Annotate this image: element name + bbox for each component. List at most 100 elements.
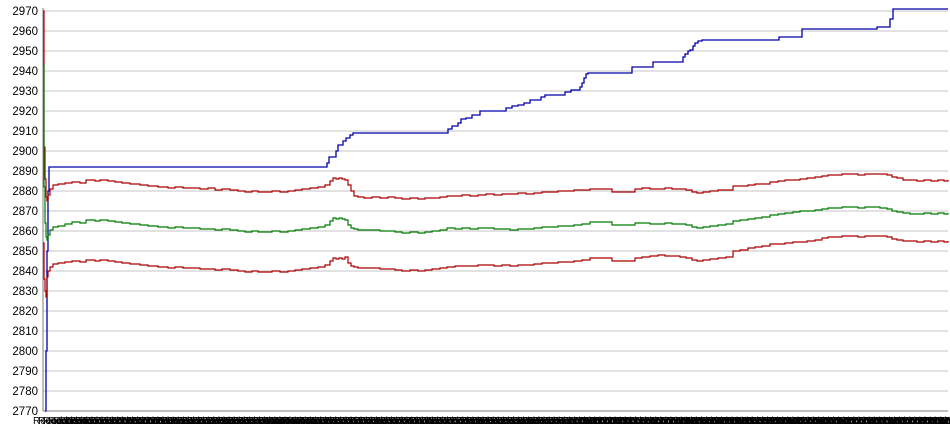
x-tick-label: Round 154 <box>810 416 859 427</box>
x-tick-label: Round 29 <box>175 416 219 427</box>
x-tick-label: Round 3 <box>43 416 81 427</box>
y-tick-label: 2880 <box>12 186 38 198</box>
x-tick-label: Round 9 <box>74 416 112 427</box>
y-tick-label: 2810 <box>12 326 38 338</box>
x-tick-label: Round 139 <box>734 416 783 427</box>
x-tick-label: Round 86 <box>465 416 509 427</box>
x-tick-label: Round 138 <box>729 416 778 427</box>
x-tick-label: Round 15 <box>104 416 148 427</box>
x-tick-label: Round 87 <box>470 416 514 427</box>
y-tick-label: 2840 <box>12 266 38 278</box>
x-tick-label: Round 80 <box>434 416 478 427</box>
y-tick-label: 2860 <box>12 226 38 238</box>
y-tick-label: 2800 <box>12 346 38 358</box>
x-tick-label: Round 66 <box>363 416 407 427</box>
x-tick-label: Round 91 <box>490 416 534 427</box>
x-tick-label: Round 101 <box>541 416 590 427</box>
x-tick-label: Round 134 <box>709 416 758 427</box>
x-tick-label: Round 128 <box>678 416 727 427</box>
x-tick-label: Round 132 <box>698 416 747 427</box>
x-tick-label: Round 142 <box>749 416 798 427</box>
y-tick-label: 2930 <box>12 86 38 98</box>
x-tick-label: Round 89 <box>480 416 524 427</box>
x-tick-label: Round 12 <box>89 416 133 427</box>
x-tick-label: Round 21 <box>135 416 179 427</box>
x-tick-label: Round 16 <box>109 416 153 427</box>
x-tick-label: Round 165 <box>866 416 915 427</box>
y-tick-label: 2790 <box>12 366 38 378</box>
x-tick-label: Round 31 <box>185 416 229 427</box>
x-tick-label: Round 52 <box>292 416 336 427</box>
x-tick-label: Round 32 <box>190 416 234 427</box>
x-tick-label: Round 44 <box>251 416 295 427</box>
x-tick-label: Round 2 <box>38 416 76 427</box>
x-tick-label: Round 114 <box>607 416 656 427</box>
x-tick-label: Round 27 <box>165 416 209 427</box>
x-tick-label: Round 121 <box>643 416 692 427</box>
x-tick-label: Round 92 <box>495 416 539 427</box>
x-tick-label: Round 35 <box>206 416 250 427</box>
x-tick-label: Round 38 <box>221 416 265 427</box>
x-tick-label: Round 54 <box>302 416 346 427</box>
x-tick-label: Round 180 <box>942 416 950 427</box>
x-tick-label: Round 127 <box>673 416 722 427</box>
x-tick-label: Round 135 <box>714 416 763 427</box>
x-tick-label: Round 58 <box>323 416 367 427</box>
x-tick-label: Round 14 <box>99 416 143 427</box>
x-tick-label: Round 68 <box>373 416 417 427</box>
x-tick-label: Round 151 <box>795 416 844 427</box>
x-tick-label: Round 169 <box>886 416 935 427</box>
x-tick-label: Round 8 <box>69 416 107 427</box>
x-tick-label: Round 74 <box>404 416 448 427</box>
x-tick-label: Round 69 <box>378 416 422 427</box>
x-tick-label: Round 179 <box>937 416 950 427</box>
x-tick-label: Round 50 <box>282 416 326 427</box>
x-tick-label: Round 73 <box>399 416 443 427</box>
x-tick-label: Round 175 <box>917 416 950 427</box>
x-tick-label: Round 156 <box>820 416 869 427</box>
x-tick-label: Round 147 <box>775 416 824 427</box>
x-tick-label: Round 99 <box>531 416 575 427</box>
x-tick-label: Round 49 <box>277 416 321 427</box>
y-tick-label: 2890 <box>12 166 38 178</box>
x-tick-label: Round 144 <box>759 416 808 427</box>
x-tick-label: Round 113 <box>602 416 651 427</box>
x-tick-label: Round 170 <box>892 416 941 427</box>
x-tick-label: Round 45 <box>257 416 301 427</box>
x-tick-label: Round 71 <box>389 416 433 427</box>
x-tick-label: Round 112 <box>597 416 646 427</box>
x-tick-label: Round 48 <box>272 416 316 427</box>
x-tick-label: Round 100 <box>536 416 585 427</box>
x-tick-label: Round 96 <box>516 416 560 427</box>
x-tick-label: Round 126 <box>668 416 717 427</box>
y-tick-label: 2820 <box>12 306 38 318</box>
x-tick-label: Round 10 <box>79 416 123 427</box>
x-tick-label: Round 143 <box>754 416 803 427</box>
x-tick-label: Round 20 <box>130 416 174 427</box>
x-tick-label: Round 159 <box>836 416 885 427</box>
x-tick-label: Round 109 <box>582 416 631 427</box>
x-tick-label: Round 173 <box>907 416 950 427</box>
x-tick-label: Round 120 <box>638 416 687 427</box>
x-tick-label: Round 153 <box>805 416 854 427</box>
x-tick-label: Round 19 <box>124 416 168 427</box>
x-tick-label: Round 17 <box>114 416 158 427</box>
x-tick-label: Round 47 <box>267 416 311 427</box>
x-tick-label: Round 67 <box>368 416 412 427</box>
x-tick-label: Round 136 <box>719 416 768 427</box>
x-tick-label: Round 95 <box>511 416 555 427</box>
y-tick-label: 2970 <box>12 6 38 18</box>
x-tick-label: Round 162 <box>851 416 900 427</box>
x-tick-label: Round 4 <box>48 416 86 427</box>
y-tick-label: 2910 <box>12 126 38 138</box>
mid-band-series <box>43 64 949 241</box>
y-tick-label: 2940 <box>12 66 38 78</box>
x-tick-label: Round 62 <box>343 416 387 427</box>
x-tick-label: Round 111 <box>592 416 640 427</box>
x-tick-label: Round 116 <box>617 416 666 427</box>
y-tick-label: 2780 <box>12 386 38 398</box>
x-tick-label: Round 85 <box>460 416 504 427</box>
x-tick-label: Round 33 <box>196 416 240 427</box>
x-tick-label: Round 70 <box>384 416 428 427</box>
